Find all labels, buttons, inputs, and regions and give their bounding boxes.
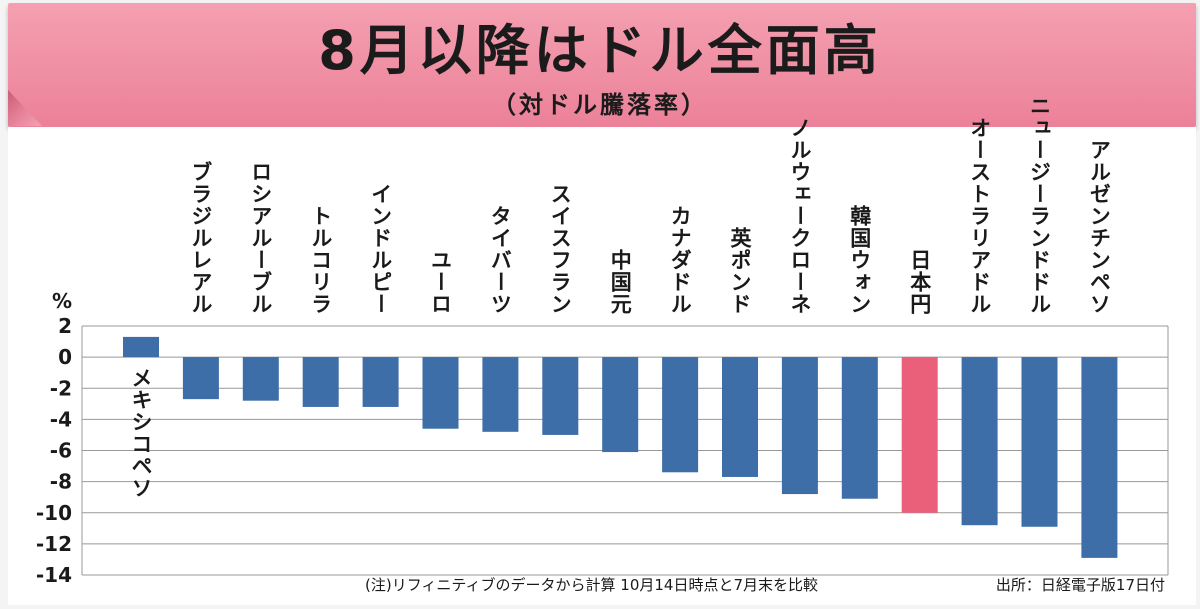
category-label: トルコリラ (309, 205, 333, 315)
category-label: アルゼンチンペソ (1087, 139, 1111, 315)
bar (901, 357, 938, 513)
y-tick-label: -6 (50, 439, 72, 463)
y-tick-label: 0 (58, 345, 72, 369)
bar (662, 357, 699, 473)
category-label: メキシコペソ (129, 367, 153, 499)
y-tick-label: 2 (58, 314, 72, 338)
category-label: 中国元 (608, 249, 632, 315)
category-label: ニュージーランドドル (1028, 95, 1052, 315)
bar (781, 357, 818, 495)
y-tick-label: -2 (50, 376, 72, 400)
footnote: (注)リフィニティブのデータから計算 10月14日時点と7月末を比較 (365, 576, 818, 594)
bar (242, 357, 279, 401)
bar (722, 357, 758, 477)
category-label: ノルウェークローネ (788, 117, 812, 315)
bar (1081, 357, 1118, 558)
bar (482, 357, 519, 432)
category-label: カナダドル (668, 205, 692, 315)
title-banner (8, 3, 1196, 127)
category-label: タイバーツ (488, 205, 512, 315)
y-tick-label: -4 (50, 407, 72, 431)
y-tick-label: -10 (36, 501, 72, 525)
bar (1021, 357, 1058, 527)
bars (123, 336, 1118, 558)
bar (542, 357, 579, 435)
bar (362, 357, 399, 407)
chart-title: 8月以降はドル全面高 (318, 19, 882, 82)
bar (961, 357, 998, 526)
category-label: ブラジルレアル (189, 160, 213, 315)
y-axis-ticks: 2 0 -2 -4 -6 -8 -10 -12 -14 (36, 314, 72, 587)
category-label: 日本円 (908, 249, 932, 315)
category-label: ロシアルーブル (249, 161, 273, 315)
bar (302, 357, 339, 407)
category-label: 韓国ウォン (848, 204, 872, 315)
category-labels: メキシコペソ ブラジルレアル ロシアルーブル トルコリラ インドルピーユーロ タイバーツ ス… (129, 95, 1111, 499)
bar (602, 357, 639, 453)
bar (422, 357, 459, 429)
bar (182, 357, 219, 400)
bar (841, 357, 878, 499)
y-tick-label: -14 (36, 563, 72, 587)
y-tick-label: -12 (36, 532, 72, 556)
bar (123, 336, 159, 358)
category-label: 英ポンド (728, 227, 752, 315)
category-label: ユーロ (429, 249, 453, 315)
category-label: スイスフラン (548, 183, 572, 315)
y-tick-label: -8 (50, 470, 72, 494)
source-note: 出所：日経電子版17日付 (996, 576, 1165, 594)
y-axis-unit-label: % (52, 289, 72, 313)
category-label: オーストラリアドル (968, 117, 992, 315)
category-label: インドルピー (369, 183, 393, 315)
chart-subtitle: （対ドル騰落率） (492, 91, 708, 119)
